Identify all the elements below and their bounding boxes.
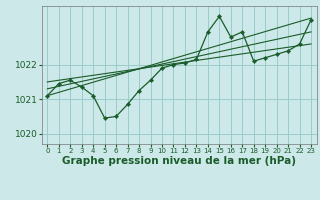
X-axis label: Graphe pression niveau de la mer (hPa): Graphe pression niveau de la mer (hPa) — [62, 156, 296, 166]
